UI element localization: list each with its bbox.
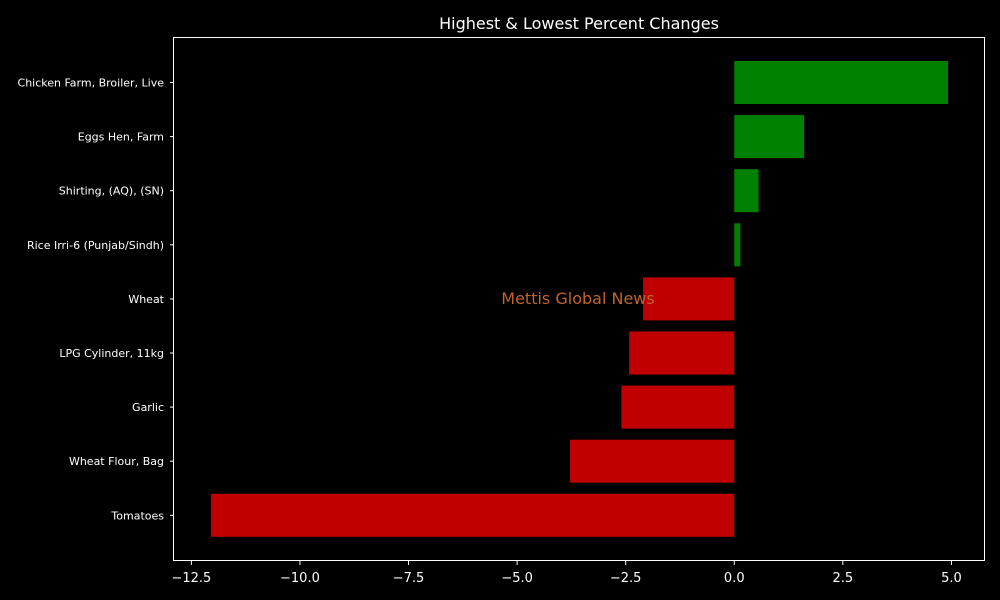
chart-title: Highest & Lowest Percent Changes — [439, 14, 719, 33]
category-label: LPG Cylinder, 11kg — [59, 347, 164, 360]
category-label: Garlic — [132, 401, 164, 414]
x-tick-label: −12.5 — [171, 571, 211, 586]
watermark-text: Mettis Global News — [501, 289, 654, 308]
category-label: Eggs Hen, Farm — [78, 131, 164, 144]
category-label: Tomatoes — [110, 509, 164, 522]
bar-lpg-cylinder-11kg — [629, 331, 735, 375]
x-tick-label: −7.5 — [393, 571, 425, 586]
x-tick-label: 2.5 — [833, 571, 854, 586]
bar-eggs-hen-farm — [734, 115, 805, 159]
bar-wheat — [643, 277, 735, 321]
category-label: Wheat Flour, Bag — [69, 455, 164, 468]
category-labels: Chicken Farm, Broiler, Live Eggs Hen, Far… — [18, 77, 174, 522]
bar-tomatoes — [210, 493, 735, 537]
bar-wheat-flour-bag — [570, 439, 735, 483]
bar-garlic — [621, 385, 735, 429]
bar-chicken-farm-broiler-live — [734, 61, 948, 104]
x-tick-label: −10.0 — [280, 571, 320, 586]
x-tick-label: 0.0 — [724, 571, 745, 586]
x-axis-ticks: −12.5 −10.0 −7.5 −5.0 −2.5 0.0 2.5 5.0 — [171, 560, 962, 586]
category-label: Shirting, (AQ), (SN) — [59, 185, 164, 198]
category-label: Rice Irri-6 (Punjab/Sindh) — [27, 239, 164, 252]
bar-rice-irri-6-punjab-sindh — [734, 223, 741, 267]
category-label: Wheat — [128, 293, 164, 306]
x-tick-label: 5.0 — [941, 571, 962, 586]
bar-shirting-aq-sn — [734, 169, 759, 213]
category-label: Chicken Farm, Broiler, Live — [18, 77, 165, 90]
x-tick-label: −5.0 — [501, 571, 533, 586]
bars-layer — [210, 61, 948, 537]
x-tick-label: −2.5 — [610, 571, 642, 586]
